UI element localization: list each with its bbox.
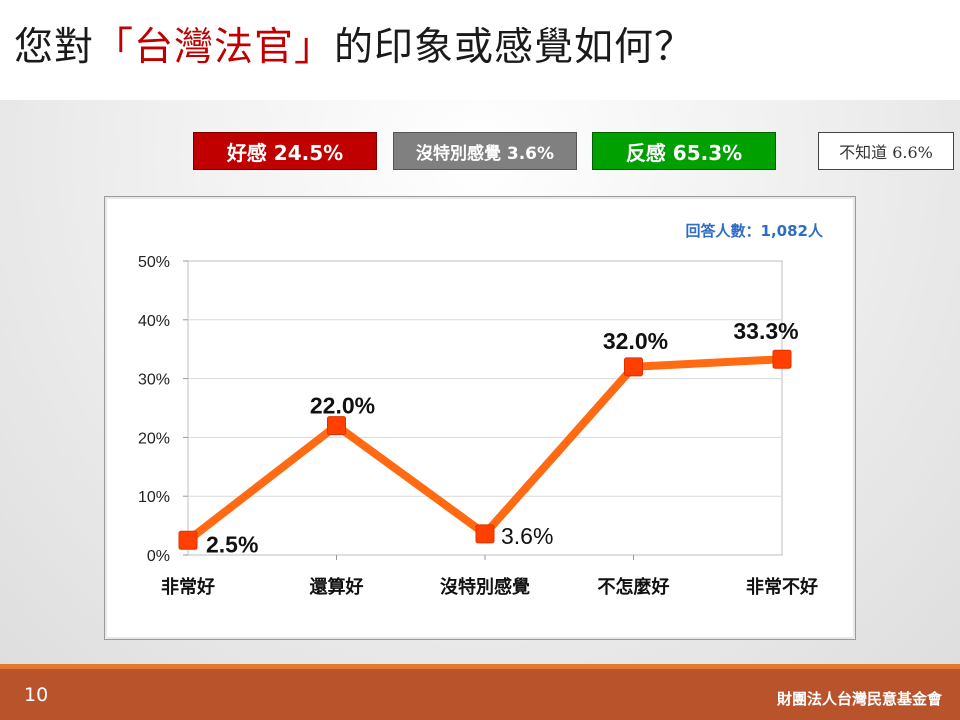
y-tick-label: 20%: [138, 430, 170, 447]
x-tick-label: 非常好: [161, 576, 215, 598]
positive-summary-badge: 好感 24.5%: [193, 132, 377, 170]
y-tick-label: 50%: [138, 254, 170, 271]
negative-summary-badge: 反感 65.3%: [592, 132, 776, 170]
unknown-summary-badge: 不知道 6.6%: [818, 132, 954, 170]
series-line: [185, 355, 783, 544]
y-tick-label: 30%: [138, 372, 170, 389]
plot-area: [187, 260, 783, 556]
footer-bar: [0, 664, 960, 720]
respondent-count: 回答人數：1,082人: [686, 222, 824, 240]
y-tick-label: 10%: [138, 489, 170, 506]
title-highlight: 「台灣法官」: [94, 25, 335, 70]
page-number: 10: [24, 684, 49, 706]
data-point-marker: [475, 524, 495, 544]
data-point-marker: [178, 530, 198, 550]
x-tick-label: 非常不好: [746, 576, 818, 598]
y-tick-label: 0%: [147, 548, 170, 565]
data-label: 22.0%: [310, 393, 375, 419]
x-tick-label: 沒特別感覺: [440, 576, 530, 598]
slide-title: 您對「台灣法官」的印象或感覺如何？: [14, 24, 694, 72]
data-label: 3.6%: [501, 523, 553, 549]
title-suffix: 的印象或感覺如何？: [334, 25, 695, 70]
data-point-marker: [772, 349, 792, 369]
y-tick-label: 40%: [138, 313, 170, 330]
data-point-marker: [327, 416, 346, 436]
organization-name: 財團法人台灣民意基金會: [776, 690, 942, 708]
title-prefix: 您對: [14, 25, 95, 70]
data-label: 32.0%: [603, 328, 668, 354]
chart-frame: [104, 196, 856, 640]
x-tick-label: 還算好: [310, 576, 364, 598]
neutral-summary-badge: 沒特別感覺 3.6%: [393, 132, 577, 170]
x-tick-label: 不怎麼好: [598, 576, 670, 598]
data-label: 2.5%: [206, 531, 258, 557]
data-label: 33.3%: [733, 318, 798, 344]
data-point-marker: [624, 357, 643, 377]
